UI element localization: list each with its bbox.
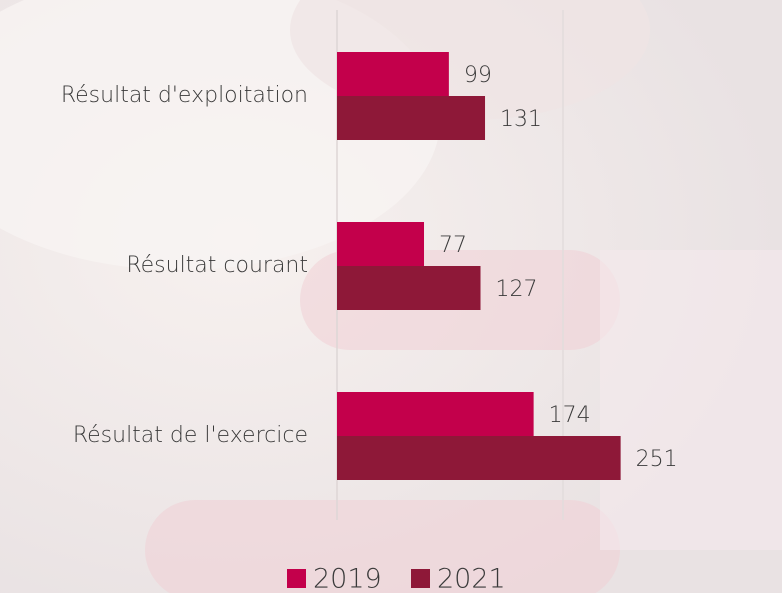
bar <box>337 436 621 480</box>
legend-swatch <box>287 569 306 588</box>
legend-label: 2021 <box>437 564 506 593</box>
legend-label: 2019 <box>313 564 382 593</box>
bar <box>337 392 534 436</box>
legend-swatch <box>411 569 430 588</box>
background-shape <box>600 250 782 550</box>
category-label: Résultat d'exploitation <box>61 83 308 108</box>
bar <box>337 222 424 266</box>
bar <box>337 52 449 96</box>
chart: Résultat d'exploitation 99 131 Résultat cou… <box>0 0 782 593</box>
value-label: 131 <box>500 107 542 132</box>
value-label: 174 <box>549 403 591 428</box>
value-label: 127 <box>496 277 538 302</box>
value-label: 99 <box>464 63 492 88</box>
background-shape <box>145 500 620 593</box>
bar <box>337 96 485 140</box>
category-label: Résultat courant <box>126 253 308 278</box>
category-label: Résultat de l'exercice <box>73 423 308 448</box>
value-label: 77 <box>439 233 467 258</box>
value-label: 251 <box>636 447 678 472</box>
bar <box>337 266 481 310</box>
page: Résultat d'exploitation 99 131 Résultat cou… <box>0 0 782 593</box>
